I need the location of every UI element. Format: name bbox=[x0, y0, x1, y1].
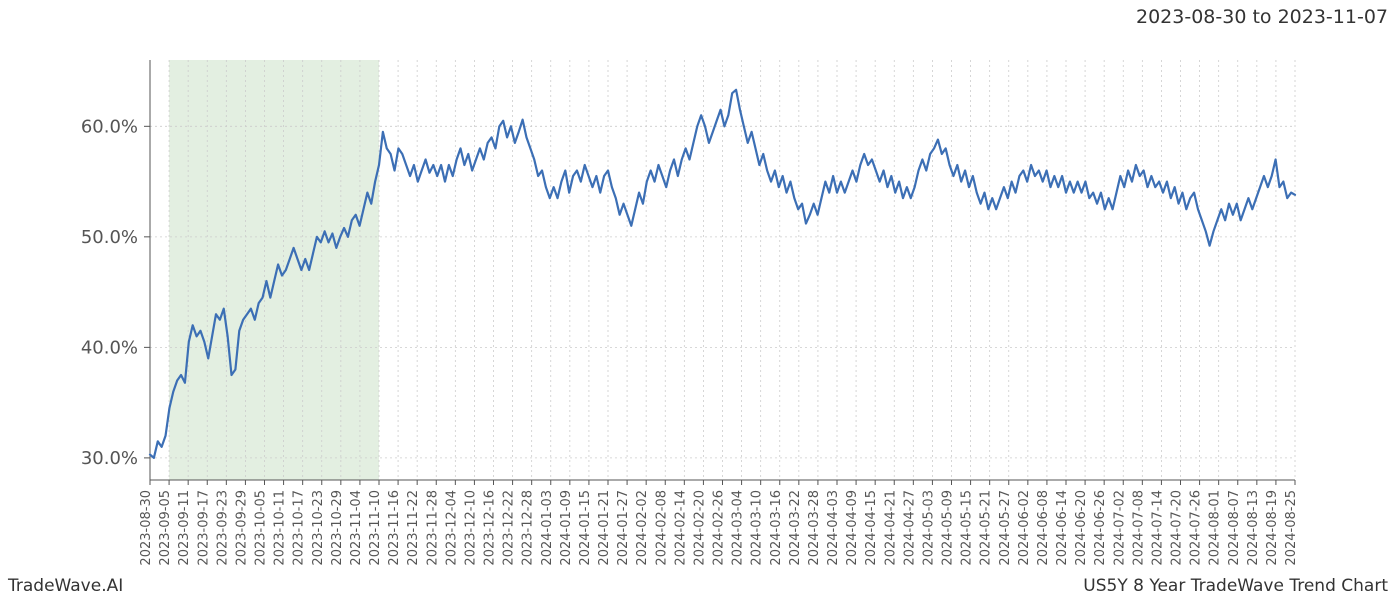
x-tick-label: 2023-11-28 bbox=[425, 490, 440, 566]
x-tick-label: 2024-08-25 bbox=[1284, 490, 1299, 566]
x-tick-label: 2024-02-08 bbox=[654, 490, 669, 566]
y-tick-label: 60.0% bbox=[81, 116, 138, 137]
x-tick-label: 2024-04-03 bbox=[826, 490, 841, 566]
y-tick-label: 40.0% bbox=[81, 337, 138, 358]
x-tick-label: 2023-09-17 bbox=[196, 490, 211, 566]
x-tick-label: 2024-08-07 bbox=[1227, 490, 1242, 566]
x-tick-label: 2024-05-09 bbox=[941, 490, 956, 566]
x-tick-label: 2024-06-02 bbox=[1017, 490, 1032, 566]
x-tick-label: 2023-09-23 bbox=[215, 490, 230, 566]
x-tick-label: 2024-05-27 bbox=[998, 490, 1013, 566]
x-tick-label: 2023-11-16 bbox=[387, 490, 402, 566]
x-tick-label: 2023-10-17 bbox=[292, 490, 307, 566]
x-tick-label: 2024-02-14 bbox=[673, 490, 688, 566]
x-tick-label: 2023-10-23 bbox=[311, 490, 326, 566]
x-tick-label: 2024-05-21 bbox=[979, 490, 994, 566]
x-tick-label: 2024-08-19 bbox=[1265, 490, 1280, 566]
x-tick-label: 2024-01-21 bbox=[597, 490, 612, 566]
x-tick-label: 2024-06-20 bbox=[1074, 490, 1089, 566]
x-tick-label: 2024-06-08 bbox=[1036, 490, 1051, 566]
x-tick-label: 2023-09-11 bbox=[177, 490, 192, 566]
chart-container: 2023-08-30 to 2023-11-07 30.0% 40.0% 50.0%… bbox=[0, 0, 1400, 600]
x-tick-label: 2023-10-11 bbox=[273, 490, 288, 566]
x-tick-label: 2023-12-16 bbox=[483, 490, 498, 566]
trend-chart: 30.0% 40.0% 50.0% 60.0% 2023-08-30 2023-09-05… bbox=[0, 0, 1400, 600]
x-tick-label: 2024-01-09 bbox=[559, 490, 574, 566]
x-tick-label: 2024-03-16 bbox=[769, 490, 784, 566]
y-tick-label: 50.0% bbox=[81, 227, 138, 248]
x-tick-label: 2024-06-14 bbox=[1055, 490, 1070, 566]
x-tick-label: 2023-12-22 bbox=[502, 490, 517, 566]
x-tick-label: 2024-04-15 bbox=[864, 490, 879, 566]
brand-label: TradeWave.AI bbox=[8, 576, 123, 596]
x-tick-label: 2024-07-02 bbox=[1112, 490, 1127, 566]
x-tick-label: 2024-04-21 bbox=[883, 490, 898, 566]
x-tick-label: 2023-10-29 bbox=[330, 490, 345, 566]
x-tick-label: 2024-02-20 bbox=[692, 490, 707, 566]
x-tick-label: 2024-05-15 bbox=[960, 490, 975, 566]
x-tick-label: 2024-03-04 bbox=[731, 490, 746, 566]
x-tick-label: 2024-07-14 bbox=[1150, 490, 1165, 566]
x-tick-label: 2024-02-02 bbox=[635, 490, 650, 566]
x-tick-label: 2024-01-15 bbox=[578, 490, 593, 566]
x-tick-label: 2023-11-10 bbox=[368, 490, 383, 566]
x-tick-label: 2023-12-04 bbox=[444, 490, 459, 566]
date-range-label: 2023-08-30 to 2023-11-07 bbox=[1136, 6, 1388, 28]
x-tick-label: 2024-07-08 bbox=[1131, 490, 1146, 566]
x-tick-label: 2024-08-01 bbox=[1208, 490, 1223, 566]
x-tick-label: 2023-12-10 bbox=[463, 490, 478, 566]
x-tick-label: 2024-04-09 bbox=[845, 490, 860, 566]
x-tick-label: 2024-05-03 bbox=[921, 490, 936, 566]
x-tick-label: 2024-07-20 bbox=[1170, 490, 1185, 566]
x-tick-label: 2024-06-26 bbox=[1093, 490, 1108, 566]
chart-title-label: US5Y 8 Year TradeWave Trend Chart bbox=[1083, 576, 1388, 596]
x-tick-label: 2023-09-05 bbox=[158, 490, 173, 566]
x-tick-label: 2023-09-29 bbox=[234, 490, 249, 566]
x-tick-label: 2023-11-22 bbox=[406, 490, 421, 566]
x-tick-label: 2024-02-26 bbox=[712, 490, 727, 566]
x-tick-label: 2023-10-05 bbox=[254, 490, 269, 566]
x-tick-label: 2023-08-30 bbox=[139, 490, 154, 566]
x-tick-label: 2024-07-26 bbox=[1189, 490, 1204, 566]
x-tick-label: 2024-01-03 bbox=[540, 490, 555, 566]
x-tick-label: 2023-11-04 bbox=[349, 490, 364, 566]
x-tick-label: 2023-12-28 bbox=[521, 490, 536, 566]
x-tick-label: 2024-03-28 bbox=[807, 490, 822, 566]
x-tick-label: 2024-04-27 bbox=[902, 490, 917, 566]
x-tick-label: 2024-08-13 bbox=[1246, 490, 1261, 566]
x-tick-label: 2024-03-22 bbox=[788, 490, 803, 566]
x-tick-label: 2024-03-10 bbox=[750, 490, 765, 566]
x-tick-label: 2024-01-27 bbox=[616, 490, 631, 566]
shaded-region bbox=[169, 60, 379, 480]
y-tick-label: 30.0% bbox=[81, 448, 138, 469]
